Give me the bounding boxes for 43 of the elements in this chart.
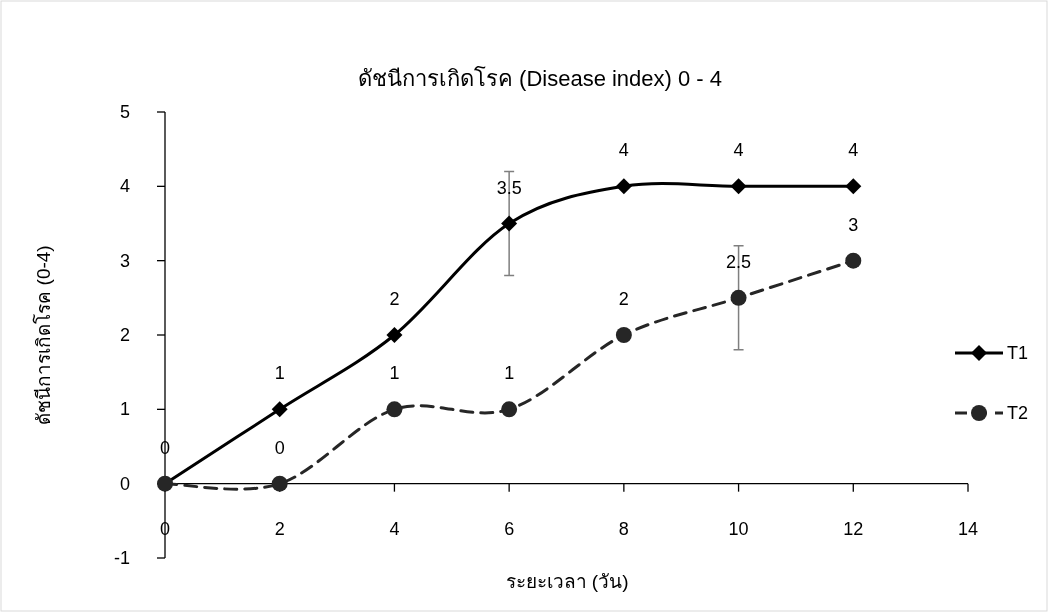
y-tick-label: 0 <box>119 473 130 494</box>
y-tick-label: -1 <box>113 548 130 568</box>
x-tick-label: 6 <box>504 518 515 539</box>
point <box>730 178 747 195</box>
point <box>730 289 747 306</box>
x-tick-label: 14 <box>957 518 979 539</box>
point <box>386 327 403 343</box>
x-tick-label: 10 <box>728 518 749 539</box>
data-label: 1 <box>274 363 285 384</box>
data-label: 4 <box>848 140 859 161</box>
data-label: 1 <box>504 363 515 384</box>
data-label: 2 <box>389 289 400 309</box>
y-tick-label: 3 <box>119 250 130 271</box>
x-tick-label: 12 <box>843 518 864 539</box>
point <box>271 401 288 418</box>
data-label: 2.5 <box>726 251 752 272</box>
point <box>271 475 288 492</box>
point <box>501 401 518 418</box>
point <box>615 178 632 195</box>
data-label: 4 <box>618 140 629 161</box>
y-tick-label: 2 <box>119 325 130 345</box>
point <box>845 252 862 269</box>
y-tick-label: 1 <box>119 399 130 420</box>
data-label: 3.5 <box>496 177 522 198</box>
x-tick-label: 4 <box>389 518 400 539</box>
data-label: 3 <box>848 214 859 235</box>
y-tick-label: 4 <box>119 176 130 197</box>
y-axis-title: ดัชนีการเกิดโรค (0-4) <box>32 245 54 425</box>
point <box>386 401 403 418</box>
x-axis-title: ระยะเวลา (วัน) <box>505 571 629 592</box>
legend-label: T1 <box>1007 343 1029 363</box>
point <box>845 178 862 195</box>
y-tick-label: 5 <box>119 102 130 122</box>
point <box>615 327 632 343</box>
x-tick-label: 2 <box>274 518 285 539</box>
chart-title: ดัชนีการเกิดโรค (Disease index) 0 - 4 <box>357 66 723 91</box>
data-label: 0 <box>274 437 285 458</box>
x-tick-label: 8 <box>618 518 629 539</box>
data-label: 2 <box>618 289 629 309</box>
data-label: 4 <box>733 140 744 161</box>
legend-label: T2 <box>1007 403 1029 423</box>
point <box>501 215 518 232</box>
data-label: 1 <box>389 363 400 384</box>
